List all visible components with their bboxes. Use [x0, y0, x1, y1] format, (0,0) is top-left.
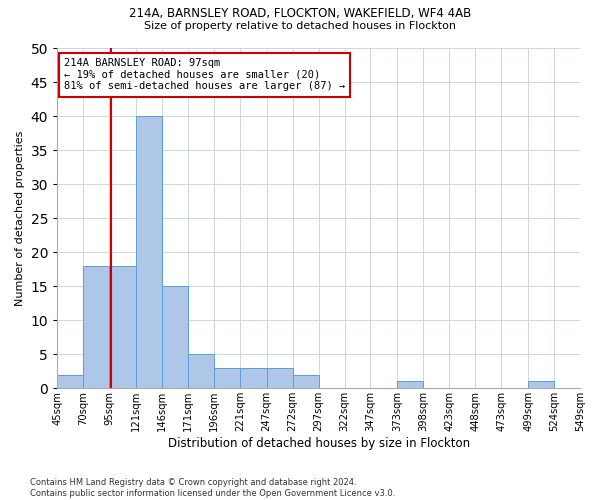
Bar: [267, 368, 293, 388]
Bar: [528, 382, 554, 388]
Text: Size of property relative to detached houses in Flockton: Size of property relative to detached ho…: [144, 21, 456, 31]
Text: Contains HM Land Registry data © Crown copyright and database right 2024.
Contai: Contains HM Land Registry data © Crown c…: [30, 478, 395, 498]
Bar: [162, 286, 188, 388]
X-axis label: Distribution of detached houses by size in Flockton: Distribution of detached houses by size …: [167, 437, 470, 450]
Text: 214A BARNSLEY ROAD: 97sqm
← 19% of detached houses are smaller (20)
81% of semi-: 214A BARNSLEY ROAD: 97sqm ← 19% of detac…: [64, 58, 345, 92]
Bar: [109, 266, 136, 388]
Bar: [214, 368, 240, 388]
Bar: [57, 374, 83, 388]
Bar: [188, 354, 214, 388]
Y-axis label: Number of detached properties: Number of detached properties: [15, 130, 25, 306]
Bar: [397, 382, 424, 388]
Bar: [240, 368, 267, 388]
Bar: [136, 116, 162, 388]
Text: 214A, BARNSLEY ROAD, FLOCKTON, WAKEFIELD, WF4 4AB: 214A, BARNSLEY ROAD, FLOCKTON, WAKEFIELD…: [129, 8, 471, 20]
Bar: [293, 374, 319, 388]
Bar: [83, 266, 109, 388]
